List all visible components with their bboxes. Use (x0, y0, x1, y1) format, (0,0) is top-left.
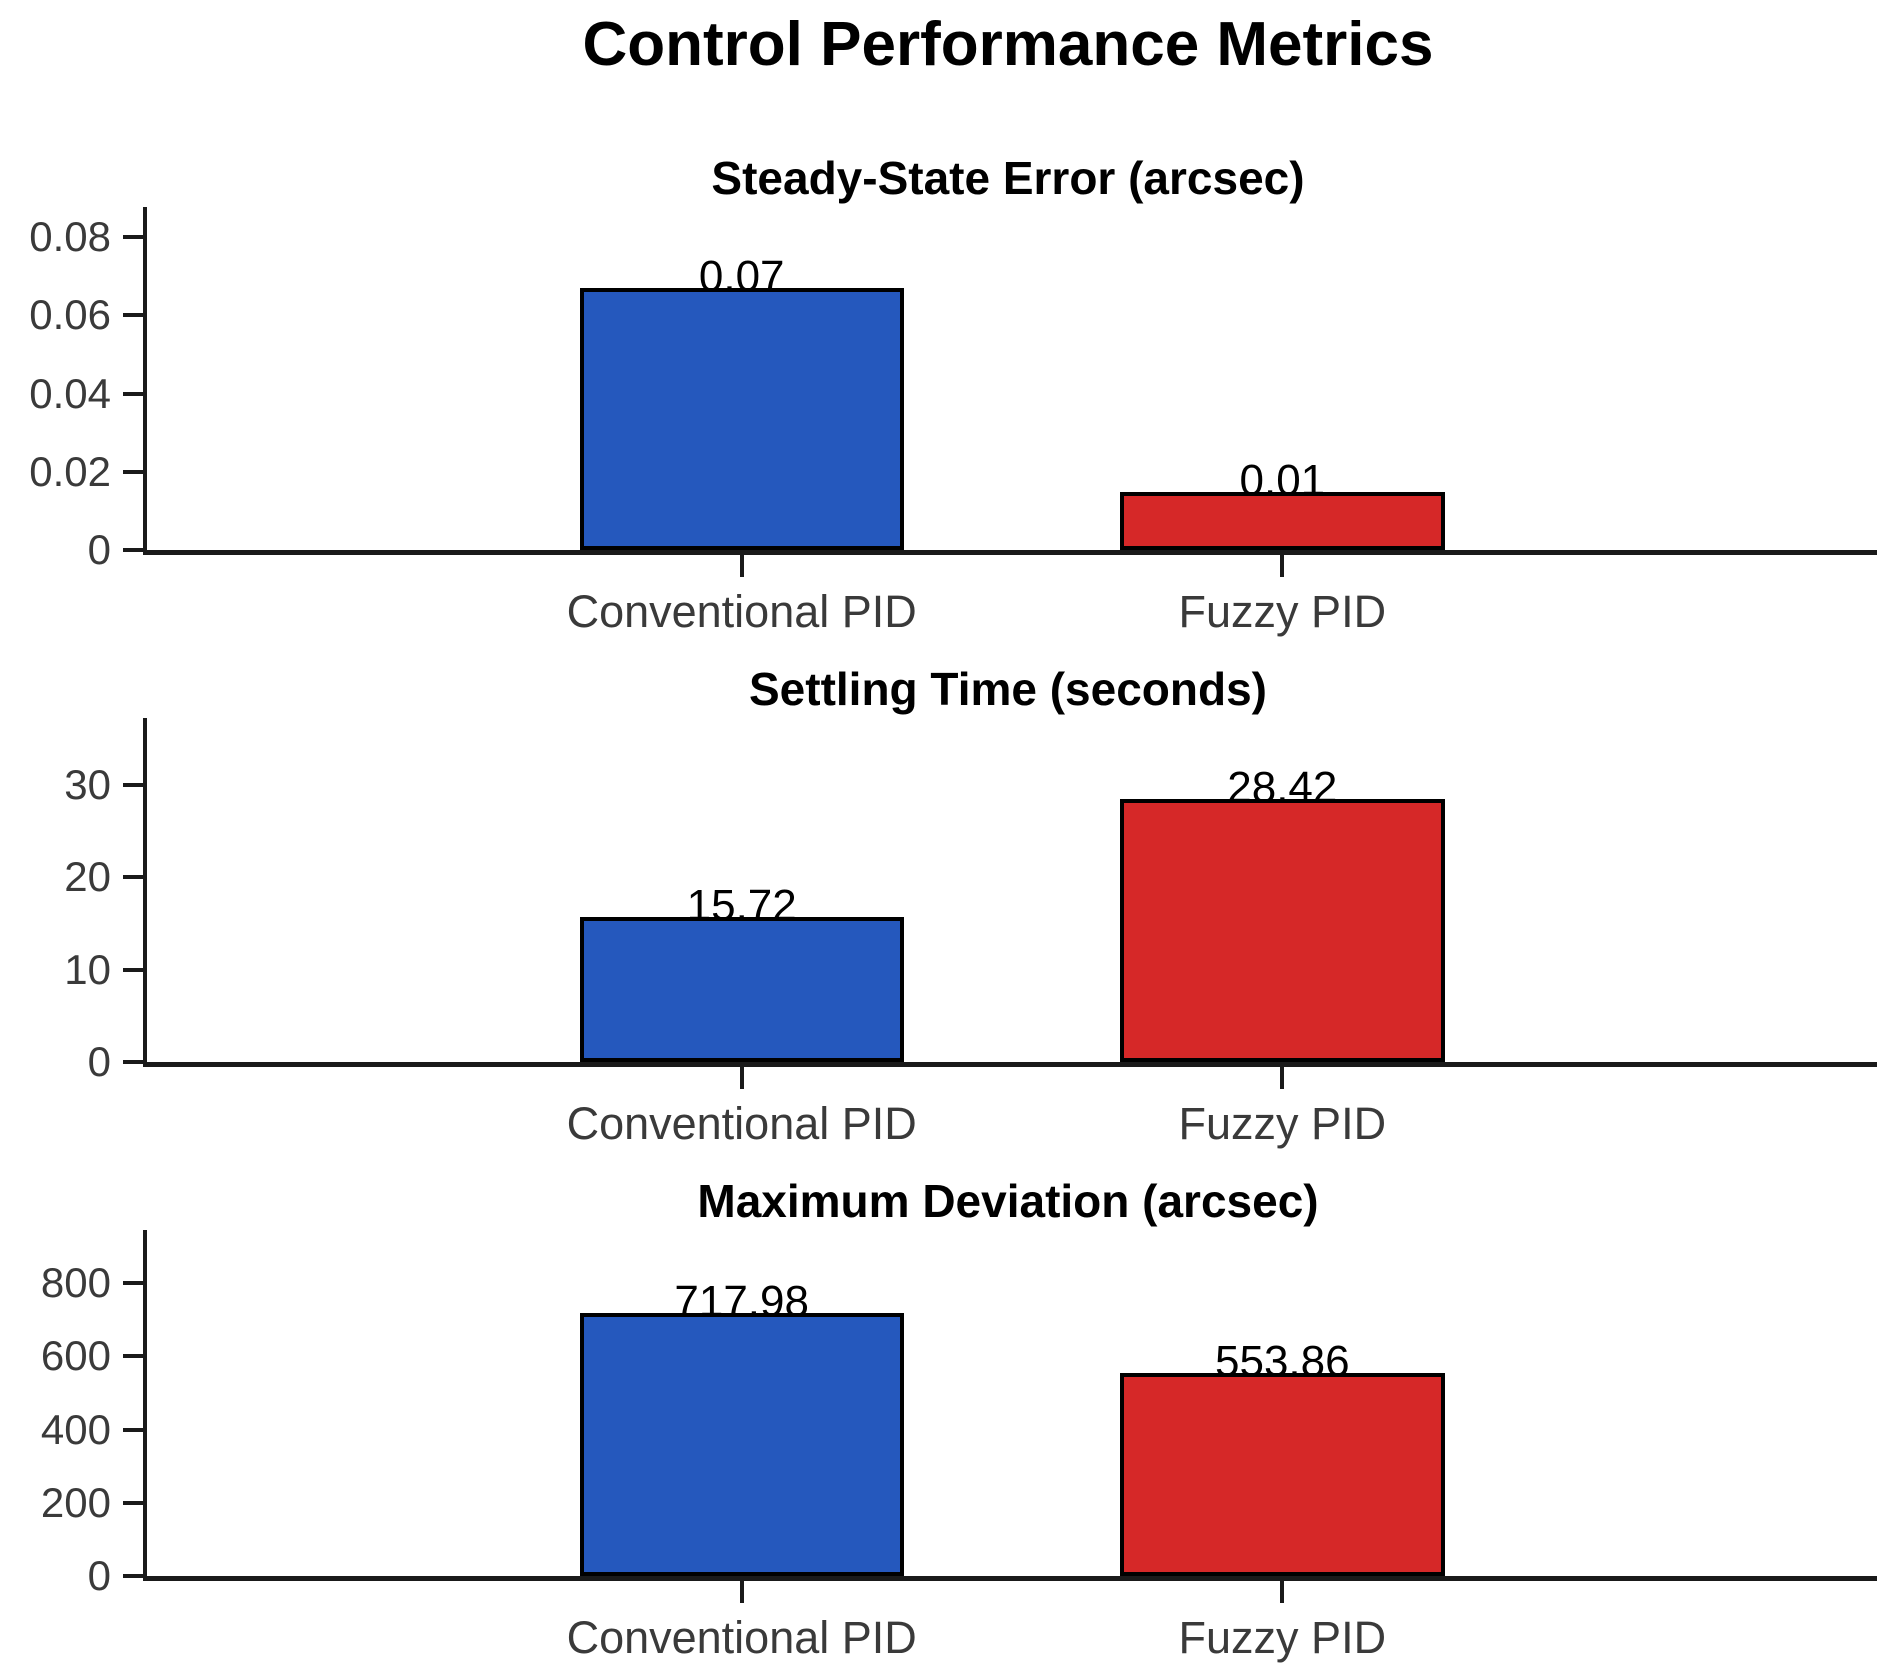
bar-value-label: 15.72 (686, 880, 797, 930)
bar-fuzzy-pid (1120, 799, 1445, 1062)
plot-area: 0 0.02 0.04 0.06 0.08 0.07 Conventional PID 0.0… (29, 207, 1877, 637)
bar-value-label: 0.07 (698, 251, 785, 301)
category-label: Fuzzy PID (1178, 1612, 1387, 1663)
bar-fuzzy-pid (1120, 492, 1445, 550)
bar-fuzzy-pid (1120, 1373, 1445, 1576)
bar-conventional-pid (579, 287, 904, 550)
y-tick-mark (123, 1500, 143, 1505)
y-tick-mark (123, 1574, 143, 1578)
y-tick-mark (123, 1427, 143, 1432)
y-tick-mark (123, 1354, 143, 1359)
y-tick-label: 0.06 (29, 291, 111, 339)
y-tick-mark (123, 235, 143, 240)
bar-value-label: 0.01 (1239, 456, 1326, 506)
bar-value-label: 553.86 (1215, 1337, 1350, 1387)
bar-value-label: 717.98 (674, 1277, 809, 1327)
x-tick-mark (1280, 1067, 1285, 1089)
category-label: Conventional PID (566, 1098, 917, 1149)
y-tick-label: 0 (87, 1552, 111, 1599)
plot-area: 0 10 20 30 15.72 Conventional PID 28.42 Fuzzy P… (64, 718, 1877, 1149)
y-tick-label: 20 (64, 853, 111, 901)
y-tick-label: 800 (40, 1259, 111, 1307)
plot-area: 0 200 400 600 800 717.98 Conventional PID 553.8… (41, 1230, 1877, 1663)
y-tick-mark (123, 313, 143, 318)
y-tick-mark (123, 967, 143, 972)
category-label: Conventional PID (566, 586, 917, 637)
category-label: Fuzzy PID (1178, 586, 1387, 637)
subplot-title: Maximum Deviation (arcsec) (697, 1175, 1319, 1227)
x-tick-mark (1280, 1581, 1285, 1603)
y-tick-mark (123, 1281, 143, 1286)
subplot-title: Settling Time (seconds) (748, 663, 1268, 715)
y-tick-mark (123, 548, 143, 552)
y-tick-label: 400 (40, 1405, 111, 1453)
y-tick-label: 200 (40, 1478, 111, 1526)
y-tick-label: 0.02 (29, 447, 111, 495)
y-tick-label: 0.04 (29, 369, 111, 417)
bar-conventional-pid (579, 916, 904, 1062)
x-tick-mark (1280, 555, 1285, 577)
category-label: Fuzzy PID (1178, 1098, 1387, 1149)
x-tick-mark (739, 1581, 744, 1603)
y-tick-mark (123, 782, 143, 787)
x-tick-mark (739, 555, 744, 577)
bar-value-label: 28.42 (1227, 763, 1338, 813)
x-tick-mark (739, 1067, 744, 1089)
figure-title: Control Performance Metrics (582, 10, 1434, 79)
y-tick-mark (123, 875, 143, 880)
y-tick-mark (123, 391, 143, 396)
subplot-title: Steady-State Error (arcsec) (711, 152, 1305, 204)
y-tick-mark (123, 1060, 143, 1064)
bar-conventional-pid (579, 1313, 904, 1576)
y-tick-label: 10 (64, 945, 111, 993)
y-tick-label: 30 (64, 760, 111, 808)
y-tick-label: 600 (40, 1332, 111, 1380)
y-tick-label: 0.08 (29, 213, 111, 261)
category-label: Conventional PID (566, 1612, 917, 1663)
y-tick-label: 0 (87, 526, 111, 573)
y-tick-label: 0 (87, 1038, 111, 1085)
y-tick-mark (123, 469, 143, 474)
